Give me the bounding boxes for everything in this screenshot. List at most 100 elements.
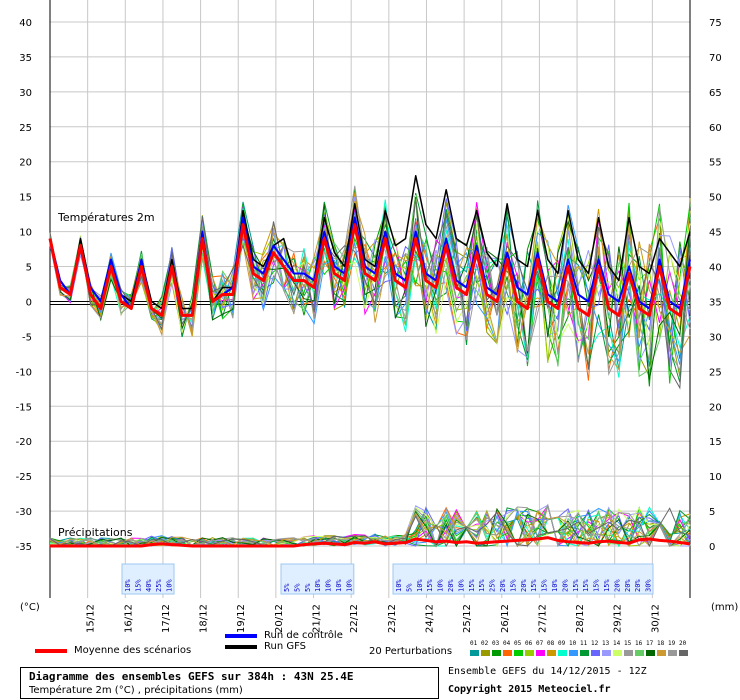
perturbation-swatch	[503, 650, 512, 656]
perturbation-number: 04	[503, 640, 511, 647]
perturbation-swatch	[624, 650, 633, 656]
perturbation-number: 15	[624, 640, 632, 647]
right-tick-label: 35	[709, 297, 722, 308]
perturbation-swatch	[492, 650, 501, 656]
perturbation-swatch	[613, 650, 622, 656]
perturbation-number: 12	[591, 640, 599, 647]
left-tick-label: -25	[16, 472, 32, 483]
right-tick-label: 45	[709, 228, 722, 239]
right-tick-label: 5	[709, 507, 715, 518]
perturbation-number: 06	[525, 640, 533, 647]
perturbation-swatch	[558, 650, 567, 656]
left-tick-label: 35	[19, 53, 32, 64]
perturbation-swatch	[646, 650, 655, 656]
perturbation-swatch	[481, 650, 490, 656]
x-date-label: 29/12	[613, 604, 624, 633]
probability-label: 20%	[447, 579, 455, 592]
x-date-label: 18/12	[199, 604, 210, 633]
probability-label: 15%	[426, 579, 434, 592]
precip-annotation: Précipitations	[58, 526, 133, 539]
legend-control-label: Run de contrôle	[264, 630, 343, 641]
ensemble-info: Ensemble GEFS du 14/12/2015 - 12Z	[448, 666, 647, 677]
left-tick-label: -35	[16, 542, 32, 553]
perturbation-swatch	[602, 650, 611, 656]
right-tick-label: 15	[709, 437, 722, 448]
probability-label: 5%	[304, 583, 312, 592]
left-unit-label: (°C)	[20, 602, 40, 613]
probability-label: 25%	[489, 579, 497, 592]
x-date-label: 25/12	[462, 604, 473, 633]
perturbation-number: 09	[558, 640, 566, 647]
perturbation-number: 18	[657, 640, 665, 647]
right-tick-label: 75	[709, 18, 722, 29]
probability-label: 10%	[335, 579, 343, 592]
left-tick-label: 30	[19, 88, 32, 99]
left-tick-label: 15	[19, 193, 32, 204]
probability-label: 25%	[155, 579, 163, 592]
perturbation-swatch	[569, 650, 578, 656]
x-date-label: 19/12	[236, 604, 247, 633]
left-tick-label: -15	[16, 402, 32, 413]
probability-label: 20%	[624, 579, 632, 592]
perturbation-number: 17	[646, 640, 654, 647]
left-tick-label: 10	[19, 228, 32, 239]
legend-gfs-line	[225, 645, 257, 649]
perturbation-number: 02	[481, 640, 489, 647]
perturbation-swatch	[679, 650, 688, 656]
right-tick-label: 50	[709, 193, 722, 204]
copyright-text: Copyright 2015 Meteociel.fr	[448, 684, 611, 695]
mean-precip-line	[50, 536, 691, 548]
probability-label: 10%	[166, 579, 174, 592]
x-date-label: 28/12	[575, 604, 586, 633]
perturbation-swatch	[547, 650, 556, 656]
right-tick-label: 20	[709, 402, 722, 413]
perturbation-number: 10	[569, 640, 577, 647]
chart-grid	[49, 0, 691, 598]
probability-label: 15%	[478, 579, 486, 592]
right-tick-label: 0	[709, 542, 715, 553]
probability-label: 15%	[134, 579, 142, 592]
probability-label: 10%	[325, 579, 333, 592]
right-tick-label: 30	[709, 332, 722, 343]
perturbation-line	[49, 226, 691, 378]
probability-label: 15%	[468, 579, 476, 592]
perturbation-number: 20	[679, 640, 687, 647]
chart-title: Diagramme des ensembles GEFS sur 384h : …	[29, 670, 354, 683]
probability-label: 15%	[509, 579, 517, 592]
title-box: Diagramme des ensembles GEFS sur 384h : …	[20, 667, 439, 699]
perturbation-number: 19	[668, 640, 676, 647]
perturbation-line	[49, 194, 691, 350]
x-date-label: 27/12	[537, 604, 548, 633]
probability-label: 15%	[603, 579, 611, 592]
left-tick-label: 0	[26, 297, 32, 308]
left-tick-label: 40	[19, 18, 32, 29]
perturbation-swatch	[580, 650, 589, 656]
probability-label: 10%	[437, 579, 445, 592]
probability-label: 10%	[551, 579, 559, 592]
probability-label: 20%	[561, 579, 569, 592]
chart-subtitle: Température 2m (°C) , précipitations (mm…	[29, 685, 243, 696]
x-date-label: 23/12	[387, 604, 398, 633]
perturbation-number: 01	[470, 640, 478, 647]
x-date-label: 22/12	[349, 604, 360, 633]
perturbation-number: 05	[514, 640, 522, 647]
x-date-label: 26/12	[500, 604, 511, 633]
perturbation-number: 03	[492, 640, 500, 647]
perturbation-precip-line	[49, 507, 691, 548]
perturbation-number: 13	[602, 640, 610, 647]
legend-mean-line	[35, 649, 67, 653]
right-tick-label: 70	[709, 53, 722, 64]
perturbation-number: 08	[547, 640, 555, 647]
perturbation-swatch	[668, 650, 677, 656]
right-tick-label: 10	[709, 472, 722, 483]
probability-label: 20%	[613, 579, 621, 592]
gfs-run-line	[49, 174, 691, 310]
x-date-label: 15/12	[86, 604, 97, 633]
perturbation-number: 16	[635, 640, 643, 647]
probability-band	[392, 563, 654, 595]
perturbation-number: 11	[580, 640, 588, 647]
probability-label: 20%	[634, 579, 642, 592]
perturbation-swatch	[536, 650, 545, 656]
left-tick-label: -5	[22, 332, 32, 343]
